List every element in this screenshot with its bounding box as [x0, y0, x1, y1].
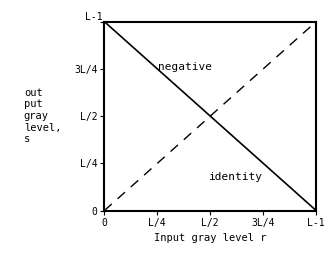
Text: out
put
gray
level,
s: out put gray level, s	[24, 88, 61, 144]
Text: negative: negative	[158, 62, 212, 72]
Text: identity: identity	[209, 171, 263, 182]
X-axis label: Input gray level r: Input gray level r	[154, 233, 267, 243]
Text: L-1: L-1	[84, 12, 102, 22]
